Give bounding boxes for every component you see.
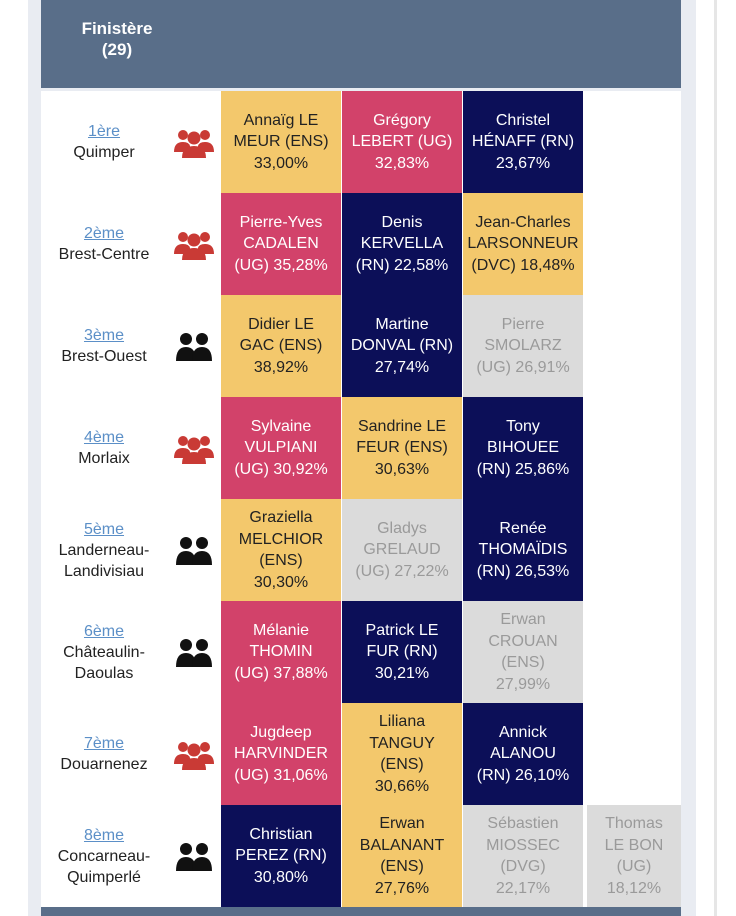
candidate-cell: Erwan BALANANT (ENS) 27,76%: [342, 805, 462, 907]
duel-group-icon: [167, 499, 221, 601]
next-department-header: [41, 907, 681, 916]
constituency-label: 1ère Quimper: [41, 91, 167, 193]
constituency-label: 8ème Concarneau- Quimperlé: [41, 805, 167, 907]
candidate-cell: Christel HÉNAFF (RN) 23,67%: [463, 91, 583, 193]
duel-group-icon: [167, 295, 221, 397]
constituency-rank-link[interactable]: 2ème: [83, 225, 125, 242]
candidate-result-text: Graziella MELCHIOR (ENS) 30,30%: [238, 509, 324, 591]
candidate-result-text: Erwan BALANANT (ENS) 27,76%: [359, 815, 445, 897]
constituency-rank-link[interactable]: 8ème: [83, 826, 125, 844]
constituency-row: 2ème Brest-Centre Pierre-Yves CADALEN (UG…: [41, 193, 681, 295]
candidate-result-text: Renée THOMAÏDIS (RN) 26,53%: [476, 519, 570, 580]
candidate-cell: Jean-Charles LARSONNEUR (DVC) 18,48%: [463, 193, 583, 295]
candidate-result-text: Jean-Charles LARSONNEUR (DVC) 18,48%: [467, 213, 579, 274]
candidate-result-text: Martine DONVAL (RN) 27,74%: [350, 315, 454, 376]
candidate-result-text: Pierre-Yves CADALEN (UG) 35,28%: [234, 213, 328, 274]
constituency-row: 3ème Brest-Ouest Didier LE GAC (ENS) 38,9…: [41, 295, 681, 397]
constituency-label: 3ème Brest-Ouest: [41, 295, 167, 397]
candidate-cell: Patrick LE FUR (RN) 30,21%: [342, 601, 462, 703]
candidate-result-text: Jugdeep HARVINDER (UG) 31,06%: [234, 723, 328, 784]
department-header: Finistère (29): [41, 0, 681, 88]
constituency-label: 2ème Brest-Centre: [41, 193, 167, 295]
constituency-name: Quimper: [73, 144, 135, 161]
candidate-cell: Tony BIHOUEE (RN) 25,86%: [463, 397, 583, 499]
candidate-cell: Christian PEREZ (RN) 30,80%: [221, 805, 341, 907]
constituency-row: 7ème Douarnenez Jugdeep HARVINDER (UG) 31…: [41, 703, 681, 805]
candidate-result-text: Christian PEREZ (RN) 30,80%: [235, 825, 327, 886]
constituency-row: 8ème Concarneau- Quimperlé Christian PERE…: [41, 805, 681, 907]
candidate-result-text: Gladys GRELAUD (UG) 27,22%: [355, 519, 449, 580]
candidate-result-text: Sandrine LE FEUR (ENS) 30,63%: [356, 417, 448, 478]
candidate-cell: Renée THOMAÏDIS (RN) 26,53%: [463, 499, 583, 601]
constituency-name: Brest-Ouest: [61, 348, 147, 365]
constituency-name: Concarneau- Quimperlé: [57, 847, 151, 886]
candidate-cell: Didier LE GAC (ENS) 38,92%: [221, 295, 341, 397]
triangular-group-icon: [167, 703, 221, 805]
constituency-label: 6ème Châteaulin- Daoulas: [41, 601, 167, 703]
constituency-name: Brest-Centre: [58, 246, 150, 263]
department-title: Finistère (29): [81, 19, 153, 59]
candidate-result-text: Denis KERVELLA (RN) 22,58%: [355, 213, 449, 274]
candidate-result-text: Didier LE GAC (ENS) 38,92%: [239, 315, 323, 376]
candidate-result-text: Grégory LEBERT (UG) 32,83%: [351, 111, 453, 172]
candidate-result-text: Thomas LE BON (UG) 18,12%: [604, 815, 664, 897]
candidate-result-text: Annick ALANOU (RN) 26,10%: [476, 723, 570, 784]
constituency-label: 5ème Landerneau- Landivisiau: [41, 499, 167, 601]
constituency-row: 6ème Châteaulin- Daoulas Mélanie THOMIN (…: [41, 601, 681, 703]
candidate-result-text: Erwan CROUAN (ENS) 27,99%: [488, 611, 558, 693]
candidate-cell: Martine DONVAL (RN) 27,74%: [342, 295, 462, 397]
candidate-cell: Annaïg LE MEUR (ENS) 33,00%: [221, 91, 341, 193]
candidate-cell: Pierre-Yves CADALEN (UG) 35,28%: [221, 193, 341, 295]
constituency-rank-link[interactable]: 3ème: [83, 327, 125, 344]
triangular-group-icon: [167, 397, 221, 499]
triangular-group-icon: [167, 193, 221, 295]
candidate-result-text: Mélanie THOMIN (UG) 37,88%: [234, 621, 328, 682]
candidate-result-text: Pierre SMOLARZ (UG) 26,91%: [476, 315, 570, 376]
candidate-cell: Sébastien MIOSSEC (DVG) 22,17%: [463, 805, 583, 907]
candidate-result-text: Annaïg LE MEUR (ENS) 33,00%: [233, 111, 329, 172]
constituency-name: Landerneau- Landivisiau: [58, 541, 150, 580]
constituency-name: Morlaix: [78, 450, 130, 467]
candidate-result-text: Patrick LE FUR (RN) 30,21%: [365, 621, 439, 682]
duel-group-icon: [167, 805, 221, 907]
constituency-label: 7ème Douarnenez: [41, 703, 167, 805]
candidate-result-text: Liliana TANGUY (ENS) 30,66%: [369, 713, 435, 795]
candidate-cell: Mélanie THOMIN (UG) 37,88%: [221, 601, 341, 703]
candidate-cell: Thomas LE BON (UG) 18,12%: [587, 805, 681, 907]
duel-group-icon: [167, 601, 221, 703]
candidate-cell: Graziella MELCHIOR (ENS) 30,30%: [221, 499, 341, 601]
candidate-cell: Jugdeep HARVINDER (UG) 31,06%: [221, 703, 341, 805]
candidate-cell: Annick ALANOU (RN) 26,10%: [463, 703, 583, 805]
constituency-label: 4ème Morlaix: [41, 397, 167, 499]
constituency-rank-link[interactable]: 4ème: [83, 429, 125, 446]
candidate-cell: Grégory LEBERT (UG) 32,83%: [342, 91, 462, 193]
triangular-group-icon: [167, 91, 221, 193]
candidate-cell: Pierre SMOLARZ (UG) 26,91%: [463, 295, 583, 397]
candidate-result-text: Tony BIHOUEE (RN) 25,86%: [476, 417, 570, 478]
candidate-cell: Denis KERVELLA (RN) 22,58%: [342, 193, 462, 295]
constituency-row: 1ère Quimper Annaïg LE MEUR (ENS) 33,00% G…: [41, 91, 681, 193]
candidate-result-text: Christel HÉNAFF (RN) 23,67%: [471, 111, 575, 172]
scroll-edge: [714, 0, 717, 916]
candidate-cell: Erwan CROUAN (ENS) 27,99%: [463, 601, 583, 703]
constituency-rank-link[interactable]: 7ème: [83, 735, 125, 752]
candidate-cell: Sandrine LE FEUR (ENS) 30,63%: [342, 397, 462, 499]
candidate-result-text: Sébastien MIOSSEC (DVG) 22,17%: [486, 815, 560, 897]
constituency-rank-link[interactable]: 6ème: [83, 622, 125, 640]
constituency-row: 4ème Morlaix Sylvaine VULPIANI (UG) 30,92…: [41, 397, 681, 499]
constituency-row: 5ème Landerneau- Landivisiau Graziella ME…: [41, 499, 681, 601]
candidate-result-text: Sylvaine VULPIANI (UG) 30,92%: [234, 417, 328, 478]
constituency-rank-link[interactable]: 1ère: [87, 123, 121, 140]
candidate-cell: Liliana TANGUY (ENS) 30,66%: [342, 703, 462, 805]
constituency-name: Châteaulin- Daoulas: [63, 643, 145, 682]
candidate-cell: Gladys GRELAUD (UG) 27,22%: [342, 499, 462, 601]
constituency-rank-link[interactable]: 5ème: [83, 520, 125, 538]
constituency-name: Douarnenez: [60, 756, 148, 773]
candidate-cell: Sylvaine VULPIANI (UG) 30,92%: [221, 397, 341, 499]
